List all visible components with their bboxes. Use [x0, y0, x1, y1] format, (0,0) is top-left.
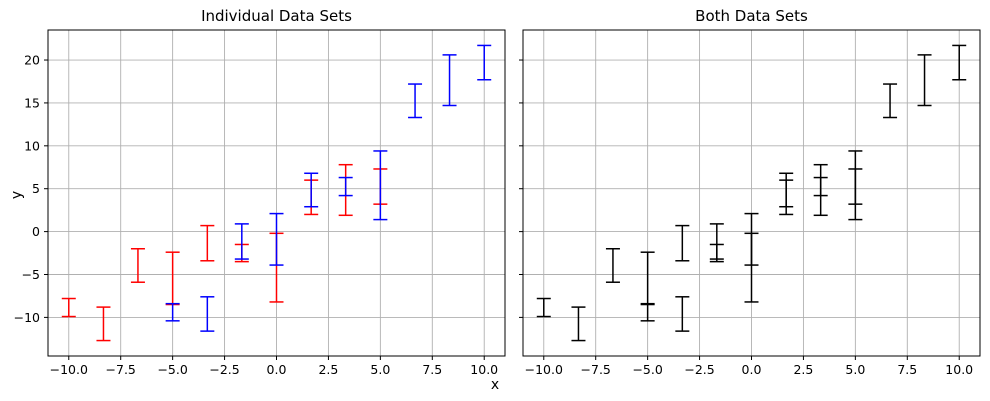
- y-tick-label: 10: [24, 138, 40, 153]
- errorbar-1-0-2: [605, 248, 620, 283]
- x-tick-label: 10.0: [945, 362, 973, 377]
- x-tick-label: 0.0: [742, 362, 762, 377]
- y-tick-label: −10: [14, 310, 40, 325]
- y-tick-label: 20: [24, 53, 40, 68]
- errorbar-0-1-8: [442, 54, 457, 107]
- x-tick-label: −10.0: [525, 362, 563, 377]
- x-tick-label: −10.0: [50, 362, 88, 377]
- errorbar-0-0-3: [165, 251, 180, 306]
- errorbar-1-0-19: [952, 44, 967, 81]
- errorbar-1-0-1: [571, 306, 586, 342]
- errorbar-1-0-0: [536, 297, 551, 318]
- x-tick-label: −7.5: [106, 362, 136, 377]
- errorbar-1-0-16: [848, 150, 863, 221]
- x-tick-label: 5.0: [845, 362, 865, 377]
- x-tick-label: −5.0: [632, 362, 662, 377]
- x-tick-label: −7.5: [581, 362, 611, 377]
- x-tick-label: 2.5: [793, 362, 813, 377]
- errorbar-0-1-5: [338, 176, 353, 197]
- y-tick-label: 5: [32, 181, 40, 196]
- panel-title: Both Data Sets: [695, 7, 808, 25]
- shared-x-axis-label: x: [491, 377, 499, 393]
- x-tick-label: 10.0: [470, 362, 498, 377]
- x-tick-label: −5.0: [157, 362, 187, 377]
- errorbar-1-0-15: [813, 176, 828, 197]
- x-tick-label: 5.0: [370, 362, 390, 377]
- errorbar-1-0-17: [883, 83, 898, 119]
- errorbar-1-0-10: [640, 302, 655, 322]
- errorbar-0-0-1: [96, 306, 111, 342]
- errorbar-1-0-18: [917, 54, 932, 107]
- errorbar-1-0-4: [675, 224, 690, 262]
- x-tick-label: −2.5: [209, 362, 239, 377]
- panel-individual-data-sets: −10.0 −7.5 −5.0 −2.5 0.0 2.5 5.0 7.5 10.0 −10 −5 0 5…: [14, 7, 506, 377]
- y-tick-label: −5: [22, 267, 40, 282]
- errorbar-0-0-4: [200, 224, 215, 262]
- panel-both-data-sets: −10.0 −7.5 −5.0 −2.5 0.0 2.5 5.0 7.5 10.0 Both Da…: [519, 7, 981, 377]
- errorbar-0-0-0: [61, 297, 76, 318]
- panel-title: Individual Data Sets: [201, 7, 352, 25]
- x-tick-label: 0.0: [267, 362, 287, 377]
- errorbar-0-1-1: [200, 296, 215, 332]
- errorbar-0-1-0: [165, 302, 180, 322]
- shared-y-axis-label: y: [9, 191, 25, 199]
- y-tick-label: 0: [32, 224, 40, 239]
- errorbar-1-0-12: [709, 223, 724, 260]
- errorbar-0-1-6: [373, 150, 388, 221]
- errorbar-0-0-2: [130, 248, 145, 283]
- errorbar-1-0-3: [640, 251, 655, 306]
- x-tick-label: −2.5: [684, 362, 714, 377]
- errorbar-0-1-7: [408, 83, 423, 119]
- errorbar-1-0-13: [744, 212, 759, 266]
- x-tick-label: 7.5: [422, 362, 442, 377]
- y-tick-label: 15: [24, 95, 40, 110]
- errorbar-0-1-4: [304, 172, 319, 208]
- x-tick-label: 7.5: [897, 362, 917, 377]
- errorbar-1-0-11: [675, 296, 690, 332]
- errorbar-0-1-2: [234, 223, 249, 260]
- errorbar-0-1-9: [477, 44, 492, 81]
- x-tick-label: 2.5: [318, 362, 338, 377]
- errorbar-0-1-3: [269, 212, 284, 266]
- errorbar-1-0-14: [779, 172, 794, 208]
